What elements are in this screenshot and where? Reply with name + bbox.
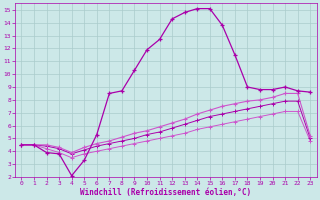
X-axis label: Windchill (Refroidissement éolien,°C): Windchill (Refroidissement éolien,°C) xyxy=(80,188,252,197)
